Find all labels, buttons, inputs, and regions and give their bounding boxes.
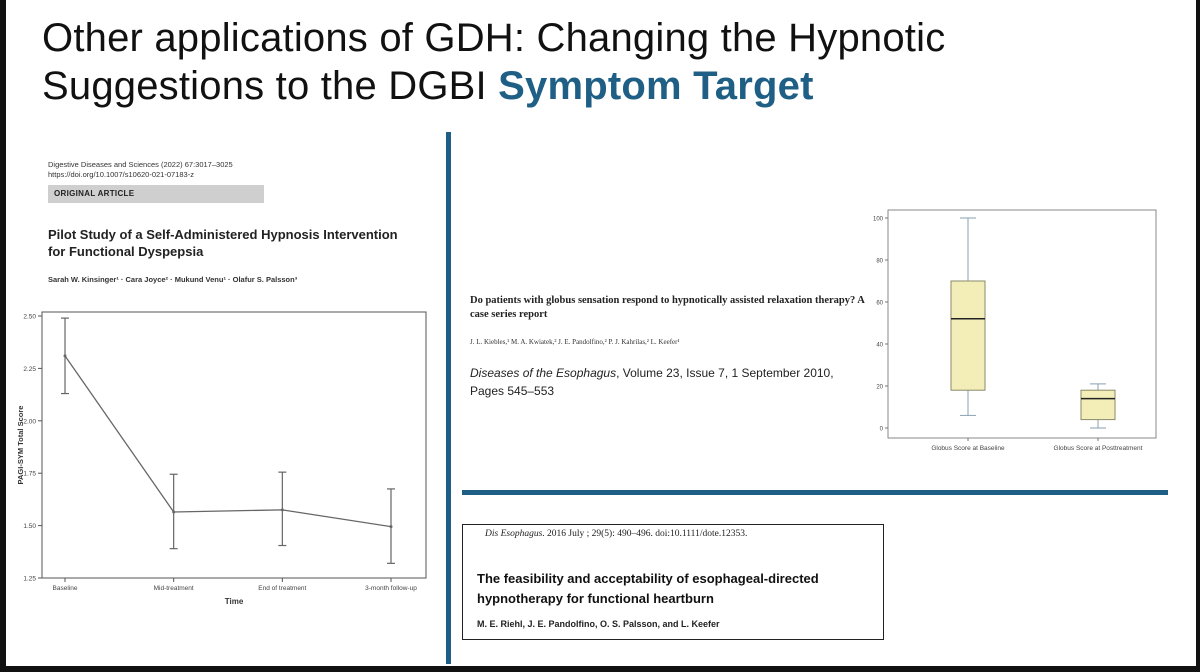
article3-citation-details: . 2016 July ; 29(5): 490–496. doi:10.111… bbox=[542, 529, 748, 539]
chart2-y-tick-label: 0 bbox=[880, 427, 884, 433]
chart2-y-tick-label: 20 bbox=[876, 385, 883, 391]
chart1-data-point bbox=[389, 525, 393, 529]
chart2-x-tick-label: Globus Score at Baseline bbox=[931, 445, 1005, 452]
article1-title: Pilot Study of a Self-Administered Hypno… bbox=[48, 227, 398, 259]
chart1-y-tick-label: 2.25 bbox=[23, 366, 36, 373]
frame-left bbox=[0, 0, 6, 672]
article2-journal-details: , Volume 23, Issue 7, 1 September 2010, … bbox=[470, 366, 834, 398]
frame-bottom bbox=[0, 666, 1200, 672]
slide-title-accent: Symptom Target bbox=[498, 64, 814, 108]
chart1-series-line bbox=[64, 355, 392, 528]
chart2-box bbox=[1080, 389, 1116, 421]
chart1-data-point bbox=[280, 508, 284, 512]
chart2-y-tick-label: 100 bbox=[873, 217, 884, 223]
chart1-y-tick-label: 1.25 bbox=[23, 576, 36, 583]
chart2-y-tick-label: 40 bbox=[876, 343, 883, 349]
article1-authors: Sarah W. Kinsinger¹ · Cara Joyce² · Muku… bbox=[48, 275, 298, 284]
chart1-x-tick-label: Baseline bbox=[53, 585, 78, 592]
horizontal-divider bbox=[462, 490, 1168, 495]
article1-citation-line1: Digestive Diseases and Sciences (2022) 6… bbox=[48, 160, 233, 169]
chart1-y-tick-label: 1.50 bbox=[23, 523, 36, 530]
article3-authors: M. E. Riehl, J. E. Pandolfino, O. S. Pal… bbox=[477, 619, 720, 629]
line-chart-pagi-sym: 1.25 1.50 1.75 2.00 2.25 2.50 Baseline Mid-trea… bbox=[16, 311, 427, 606]
article3-title: The feasibility and acceptability of eso… bbox=[477, 571, 819, 606]
chart1-y-tick-label: 1.75 bbox=[23, 471, 36, 478]
slide-title: Other applications of GDH: Changing the … bbox=[42, 14, 1162, 110]
article1-citation-line2: https://doi.org/10.1007/s10620-021-07183… bbox=[48, 170, 194, 179]
chart1-data-point bbox=[63, 354, 67, 358]
chart1-y-tick-label: 2.00 bbox=[23, 418, 36, 425]
chart2-y-tick-label: 80 bbox=[876, 259, 883, 265]
chart1-y-tick-label: 2.50 bbox=[23, 314, 36, 321]
chart1-x-tick-label: End of treatment bbox=[258, 585, 306, 592]
chart2-box bbox=[950, 280, 986, 391]
article2-journal: Diseases of the Esophagus, Volume 23, Is… bbox=[470, 364, 860, 400]
chart2-y-tick-label: 60 bbox=[876, 301, 883, 307]
chart1-x-tick-label: 3-month follow-up bbox=[365, 585, 417, 592]
article1-citation: Digestive Diseases and Sciences (2022) 6… bbox=[48, 160, 233, 180]
chart1-x-tick-label: Mid-treatment bbox=[154, 585, 194, 592]
article-type-bar bbox=[48, 185, 264, 203]
chart1-plot-frame bbox=[41, 311, 427, 579]
chart1-data-point bbox=[172, 510, 176, 514]
article2-journal-name: Diseases of the Esophagus bbox=[470, 366, 617, 380]
article3-citation: Dis Esophagus. 2016 July ; 29(5): 490–49… bbox=[485, 529, 747, 539]
article3-journal: Dis Esophagus bbox=[485, 529, 543, 539]
chart1-x-axis-label: Time bbox=[225, 597, 244, 606]
frame-right bbox=[1196, 0, 1200, 672]
chart1-y-axis-label: PAGI-SYM Total Score bbox=[16, 406, 25, 485]
box-plot-globus: 0 20 40 60 80 100 Globus Score at Baseline Glob… bbox=[873, 209, 1157, 452]
article2-title: Do patients with globus sensation respon… bbox=[470, 295, 865, 320]
article2-authors: J. L. Kiebles,¹ M. A. Kwiatek,² J. E. Pa… bbox=[470, 338, 680, 346]
vertical-divider bbox=[446, 132, 451, 664]
chart2-x-tick-label: Globus Score at Posttreatment bbox=[1054, 445, 1143, 452]
chart2-plot-frame bbox=[887, 209, 1157, 439]
article-type-label: ORIGINAL ARTICLE bbox=[54, 189, 135, 198]
article3-box: Dis Esophagus. 2016 July ; 29(5): 490–49… bbox=[462, 524, 884, 640]
slide-title-text: Other applications of GDH: Changing the … bbox=[42, 16, 946, 108]
